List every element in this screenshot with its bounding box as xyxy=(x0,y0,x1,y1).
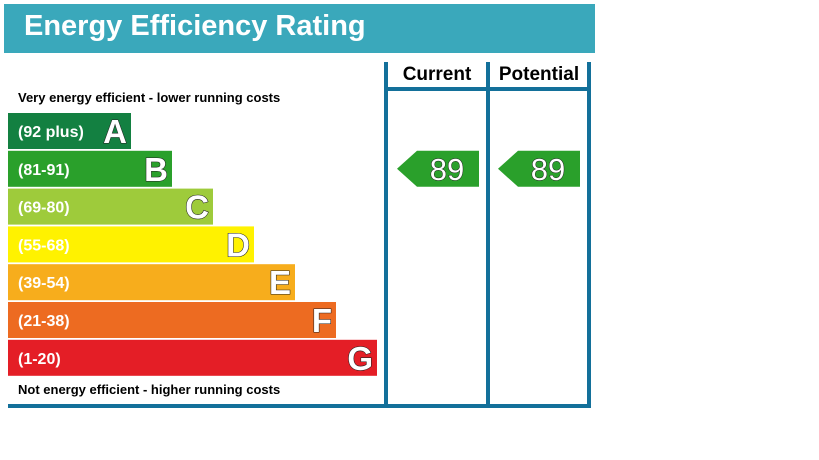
band-bar-d xyxy=(8,226,254,263)
band-bar-b xyxy=(8,150,172,187)
title-bar: Energy Efficiency Rating xyxy=(4,4,595,53)
band-b: (81-91) B xyxy=(8,150,172,188)
band-range-label: (1-20) xyxy=(18,351,61,368)
band-f: (21-38) F xyxy=(8,301,336,340)
column-header-current: Current xyxy=(403,64,472,85)
band-bar-c xyxy=(8,188,213,225)
band-letter-label: F xyxy=(312,302,332,339)
band-letter-label: B xyxy=(144,151,168,188)
band-letter-label: E xyxy=(269,264,291,301)
band-bar-e xyxy=(8,264,295,301)
rating-arrow-shape xyxy=(498,150,580,187)
band-range-label: (81-91) xyxy=(18,162,70,179)
band-a: (92 plus) A xyxy=(8,112,131,151)
frame-layer xyxy=(8,62,591,408)
bands-layer: (92 plus) A(81-91) B(69-80) C(55-68) D(39-54… xyxy=(8,112,377,377)
band-g: (1-20) G xyxy=(8,339,377,377)
band-letter-label: D xyxy=(226,226,250,263)
rating-value-potential: 89 xyxy=(531,152,565,187)
band-letter-label: A xyxy=(103,113,127,150)
column-header-potential: Potential xyxy=(499,64,579,85)
band-e: (39-54) E xyxy=(8,264,295,302)
band-range-label: (69-80) xyxy=(18,200,70,217)
chart-title: Energy Efficiency Rating xyxy=(24,10,366,42)
band-d: (55-68) D xyxy=(8,226,254,264)
band-bar-g xyxy=(8,339,377,376)
band-letter-label: G xyxy=(347,340,373,377)
rating-value-current: 89 xyxy=(430,152,464,187)
rating-arrow-current: 89 xyxy=(397,150,479,187)
rating-arrow-shape xyxy=(397,150,479,187)
rating-arrow-potential: 89 xyxy=(498,150,580,187)
band-bar-f xyxy=(8,302,336,338)
band-range-label: (39-54) xyxy=(18,275,70,292)
band-range-label: (21-38) xyxy=(18,313,70,330)
band-c: (69-80) C xyxy=(8,188,213,226)
band-range-label: (92 plus) xyxy=(18,124,84,141)
bottom-note: Not energy efficient - higher running co… xyxy=(18,382,280,397)
band-bar-a xyxy=(8,113,131,149)
band-letter-label: C xyxy=(185,189,209,226)
arrows-layer: 89 89 xyxy=(397,150,580,187)
top-note: Very energy efficient - lower running co… xyxy=(18,90,280,105)
band-range-label: (55-68) xyxy=(18,237,70,254)
